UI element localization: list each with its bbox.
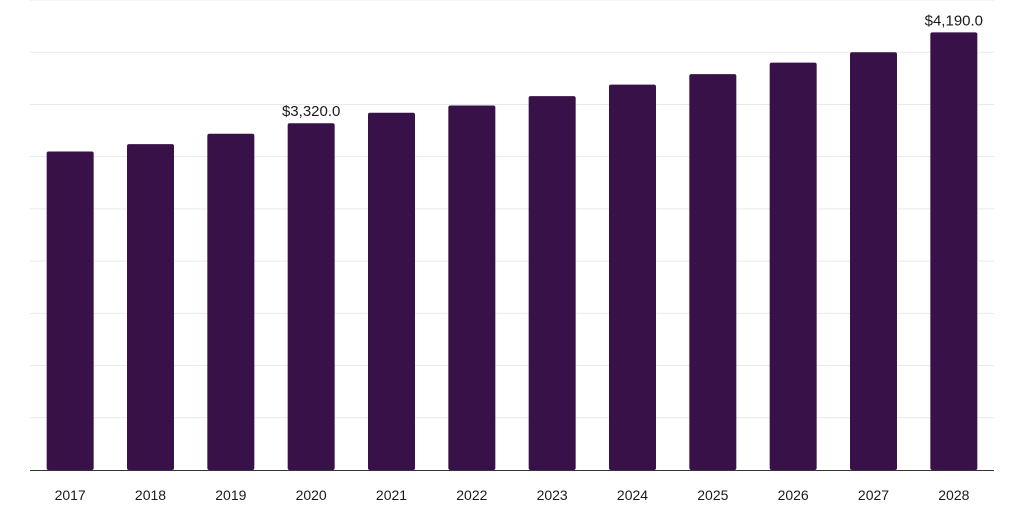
bar-2028 <box>930 32 978 470</box>
x-tick-label: 2019 <box>215 487 246 503</box>
bar-2022 <box>448 105 496 470</box>
data-label: $4,190.0 <box>925 12 983 29</box>
x-tick-label: 2024 <box>617 487 648 503</box>
x-tick-label: 2020 <box>296 487 327 503</box>
bars <box>46 32 978 471</box>
bar-2024 <box>609 84 656 470</box>
x-tick-label: 2023 <box>537 487 568 503</box>
x-tick-label: 2026 <box>778 487 809 503</box>
data-labels: $3,320.0 $4,190.0 <box>282 12 983 120</box>
x-axis-ticks: 2017 2018 2019 2020 2021 2022 2023 2024 2025 2026… <box>55 487 970 503</box>
bar-2021 <box>368 112 415 471</box>
x-tick-label: 2017 <box>55 487 86 503</box>
bar-2017 <box>46 151 94 470</box>
bar-2026 <box>769 62 817 471</box>
bar-2019 <box>207 133 255 470</box>
data-label: $3,320.0 <box>282 103 340 120</box>
bar-2020 <box>287 123 335 470</box>
bar-2027 <box>850 52 897 470</box>
x-tick-label: 2028 <box>938 487 969 503</box>
x-tick-label: 2027 <box>858 487 889 503</box>
gridlines <box>30 0 994 419</box>
bar-2018 <box>127 144 174 470</box>
x-tick-label: 2018 <box>135 487 166 503</box>
bar-2023 <box>528 96 576 470</box>
bar-2025 <box>689 74 737 471</box>
x-tick-label: 2025 <box>697 487 728 503</box>
x-tick-label: 2021 <box>376 487 407 503</box>
x-tick-label: 2022 <box>456 487 487 503</box>
